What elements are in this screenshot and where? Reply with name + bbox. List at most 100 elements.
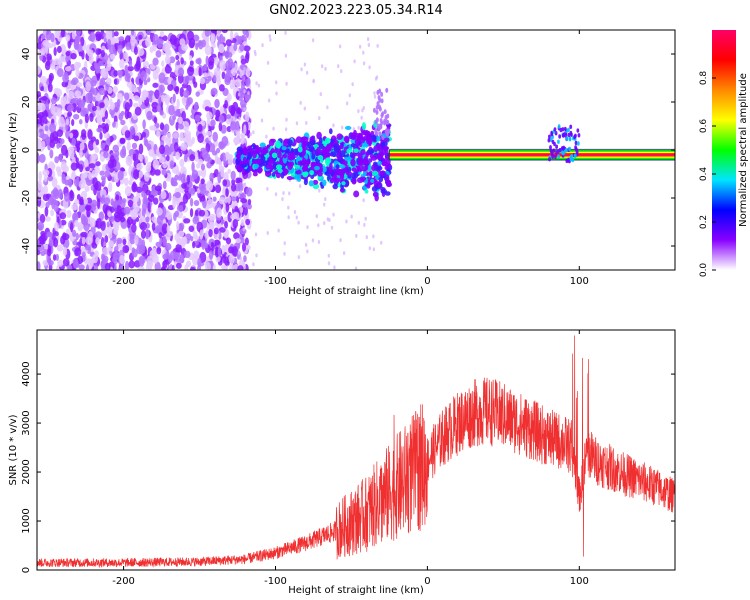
noise-blob — [53, 201, 59, 212]
noise-blob — [174, 86, 179, 95]
noise-blob — [214, 156, 221, 165]
noise-blob — [142, 94, 147, 101]
noise-blob — [191, 172, 195, 183]
noise-blob — [189, 208, 194, 218]
noise-blob — [189, 55, 193, 61]
noise-blob — [81, 236, 86, 245]
noise-blob — [62, 246, 68, 257]
noise-blob — [104, 96, 109, 107]
noise-blob — [45, 216, 51, 222]
noise-blob — [63, 94, 71, 105]
noise-blob — [219, 60, 227, 71]
noise-blob — [161, 206, 167, 217]
noise-blob — [225, 60, 232, 71]
noise-blob — [337, 64, 340, 69]
noise-blob — [372, 247, 376, 252]
noise-blob — [254, 232, 258, 237]
signal-blob — [550, 131, 554, 137]
noise-blob — [207, 75, 212, 82]
noise-blob — [124, 130, 131, 139]
noise-blob — [133, 169, 140, 180]
signal-blob — [561, 150, 564, 155]
signal-blob — [372, 191, 379, 198]
signal-blob — [324, 157, 330, 166]
noise-blob — [133, 46, 138, 55]
noise-blob — [225, 187, 229, 198]
colorbar: 0.0 0.2 0.4 0.6 0.8 Normalized spectral ampl… — [699, 30, 749, 277]
noise-blob — [197, 123, 203, 132]
signal-blob — [378, 176, 384, 183]
signal-blob — [288, 161, 295, 167]
noise-blob — [241, 242, 247, 252]
noise-blob — [97, 48, 103, 54]
signal-blob — [328, 168, 334, 174]
noise-blob — [62, 165, 69, 173]
signal-blob — [385, 174, 390, 183]
noise-blob — [54, 189, 60, 200]
noise-blob — [138, 255, 146, 264]
noise-blob — [71, 119, 75, 127]
noise-blob — [108, 231, 113, 240]
noise-blob — [145, 164, 152, 173]
noise-blob — [227, 52, 233, 58]
noise-blob — [64, 66, 72, 72]
noise-blob — [133, 95, 140, 102]
noise-blob — [142, 60, 150, 68]
noise-blob — [70, 79, 77, 85]
noise-blob — [109, 98, 113, 106]
signal-blob — [371, 185, 378, 192]
noise-blob — [37, 104, 41, 111]
noise-blob — [47, 247, 52, 257]
spectrogram-y-tick-label: 20 — [21, 96, 32, 109]
noise-blob — [197, 57, 202, 66]
signal-blob — [288, 155, 294, 161]
noise-blob — [46, 53, 52, 61]
noise-blob — [106, 221, 110, 228]
noise-blob — [165, 230, 171, 241]
noise-blob — [284, 127, 288, 132]
noise-blob — [324, 66, 327, 71]
noise-blob — [240, 218, 245, 227]
noise-blob — [300, 67, 303, 72]
noise-blob — [203, 63, 208, 72]
noise-blob — [193, 199, 200, 207]
noise-blob — [231, 68, 236, 77]
noise-blob — [180, 57, 184, 65]
noise-blob — [295, 215, 299, 220]
noise-blob — [103, 197, 111, 206]
noise-blob — [227, 168, 232, 174]
signal-blob — [322, 179, 327, 187]
signal-blob — [574, 147, 578, 152]
noise-blob — [44, 41, 50, 47]
noise-blob — [140, 230, 146, 239]
signal-blob — [548, 134, 551, 139]
signal-blob — [371, 170, 379, 177]
noise-blob — [165, 242, 172, 251]
noise-blob — [73, 129, 78, 139]
noise-blob — [362, 50, 365, 55]
spectrogram-y-tick-label: -40 — [21, 238, 32, 254]
noise-blob — [167, 254, 173, 263]
noise-blob — [324, 197, 327, 202]
noise-blob — [244, 237, 249, 246]
signal-blob — [336, 168, 342, 176]
noise-blob — [175, 108, 181, 117]
noise-blob — [245, 67, 251, 78]
noise-blob — [176, 262, 182, 269]
noise-blob — [357, 125, 360, 130]
noise-blob — [79, 99, 86, 108]
noise-blob — [74, 247, 82, 257]
noise-blob — [74, 219, 79, 227]
noise-blob — [79, 196, 84, 205]
signal-blob — [301, 157, 307, 165]
noise-blob — [230, 170, 236, 181]
signal-blob — [361, 122, 367, 131]
noise-blob — [178, 238, 182, 246]
noise-blob — [144, 155, 149, 164]
noise-blob — [125, 155, 133, 167]
signal-blob — [563, 126, 567, 132]
noise-blob — [90, 199, 98, 208]
signal-blob — [565, 136, 569, 141]
noise-blob — [268, 34, 272, 39]
